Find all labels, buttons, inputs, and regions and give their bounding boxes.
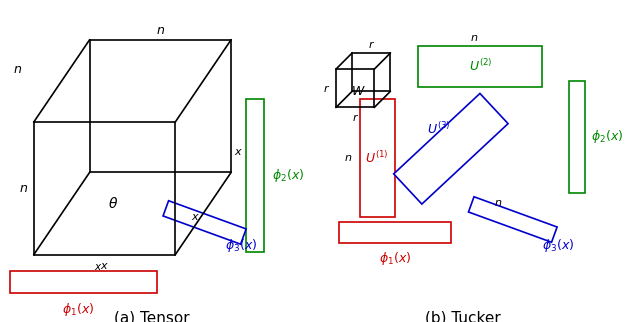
Text: $n$: $n$ xyxy=(344,153,352,163)
Text: $\phi_2(x)$: $\phi_2(x)$ xyxy=(591,128,623,146)
Bar xyxy=(418,46,542,87)
Text: $n$: $n$ xyxy=(470,33,478,43)
Polygon shape xyxy=(394,93,508,204)
Polygon shape xyxy=(468,197,557,242)
Text: $W$: $W$ xyxy=(351,85,365,98)
Text: $\phi_2(x)$: $\phi_2(x)$ xyxy=(272,167,305,184)
Text: $r$: $r$ xyxy=(351,112,359,123)
Polygon shape xyxy=(163,201,246,244)
Bar xyxy=(339,222,451,243)
Text: (a) Tensor: (a) Tensor xyxy=(114,311,190,322)
Text: $r$: $r$ xyxy=(323,83,330,94)
Text: $x$: $x$ xyxy=(234,147,243,157)
Bar xyxy=(569,81,585,193)
Bar xyxy=(360,99,395,217)
Text: $n$: $n$ xyxy=(19,182,28,195)
Text: (b) Tucker: (b) Tucker xyxy=(425,311,501,322)
Text: $n$: $n$ xyxy=(13,63,22,76)
Text: $\theta$: $\theta$ xyxy=(108,196,118,211)
Text: $U^{(2)}$: $U^{(2)}$ xyxy=(468,58,492,74)
Text: $x$: $x$ xyxy=(94,262,103,272)
Text: $x$: $x$ xyxy=(191,212,200,222)
Bar xyxy=(10,271,157,293)
Text: $n$: $n$ xyxy=(494,198,502,208)
Text: $\phi_3(x)$: $\phi_3(x)$ xyxy=(225,237,257,254)
Text: $\phi_3(x)$: $\phi_3(x)$ xyxy=(542,237,574,254)
Text: $\phi_1(x)$: $\phi_1(x)$ xyxy=(62,300,94,317)
Text: $x$: $x$ xyxy=(100,261,109,271)
Text: $U^{(1)}$: $U^{(1)}$ xyxy=(365,150,389,166)
Text: $U^{(3)}$: $U^{(3)}$ xyxy=(427,121,451,137)
Text: $r$: $r$ xyxy=(368,39,375,50)
Text: $\phi_1(x)$: $\phi_1(x)$ xyxy=(379,251,411,268)
Bar xyxy=(246,99,264,252)
Text: $n$: $n$ xyxy=(156,24,165,37)
